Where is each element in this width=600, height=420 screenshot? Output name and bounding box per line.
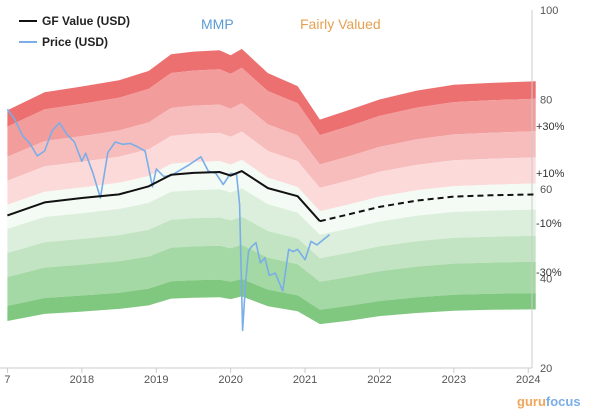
x-tick-label: 2019	[144, 374, 168, 386]
valuation-band-3	[7, 131, 536, 212]
x-tick-label: 2018	[70, 374, 94, 386]
gf-value-series-line	[7, 170, 321, 222]
y-tick-label: 60	[540, 184, 552, 196]
x-tick-label: 2021	[293, 374, 317, 386]
y-tick-label: 80	[540, 95, 552, 107]
valuation-band-6	[7, 216, 536, 282]
valuation-band-0	[7, 48, 536, 136]
band-label-minus-30: -30%	[536, 267, 562, 279]
band-label-plus-10: +10%	[536, 168, 565, 180]
y-tick-label: 20	[540, 363, 552, 375]
watermark-guru: guru	[517, 394, 546, 409]
legend-label-gf-value[interactable]: GF Value (USD)	[42, 14, 130, 28]
gurufocus-watermark: gurufocus	[517, 394, 581, 409]
valuation-band-5	[7, 188, 536, 259]
y-tick-label: 40	[540, 274, 552, 286]
x-tick-label: 2023	[442, 374, 466, 386]
legend-label-price[interactable]: Price (USD)	[42, 35, 108, 49]
valuation-bands	[7, 48, 536, 325]
band-label-plus-30: +30%	[536, 121, 565, 133]
x-tick-label: 7	[4, 374, 10, 386]
valuation-verdict: Fairly Valued	[300, 16, 381, 32]
valuation-band-4	[7, 159, 536, 235]
x-tick-label: 2024	[516, 374, 540, 386]
x-tick-label: 2020	[218, 374, 242, 386]
watermark-focus: focus	[546, 394, 581, 409]
valuation-band-1	[7, 67, 536, 165]
y-tick-label: 100	[540, 5, 558, 17]
gf-value-projection-line	[319, 193, 536, 223]
valuation-band-7	[7, 244, 536, 310]
valuation-band-2	[7, 103, 536, 188]
ticker-label: MMP	[201, 16, 234, 32]
band-label-minus-10: -10%	[536, 218, 562, 230]
series-lines	[6, 108, 536, 332]
valuation-band-8	[7, 278, 536, 325]
x-tick-label: 2022	[367, 374, 391, 386]
price-series-line	[6, 108, 331, 332]
legend[interactable]: GF Value (USD) Price (USD)	[19, 14, 130, 49]
